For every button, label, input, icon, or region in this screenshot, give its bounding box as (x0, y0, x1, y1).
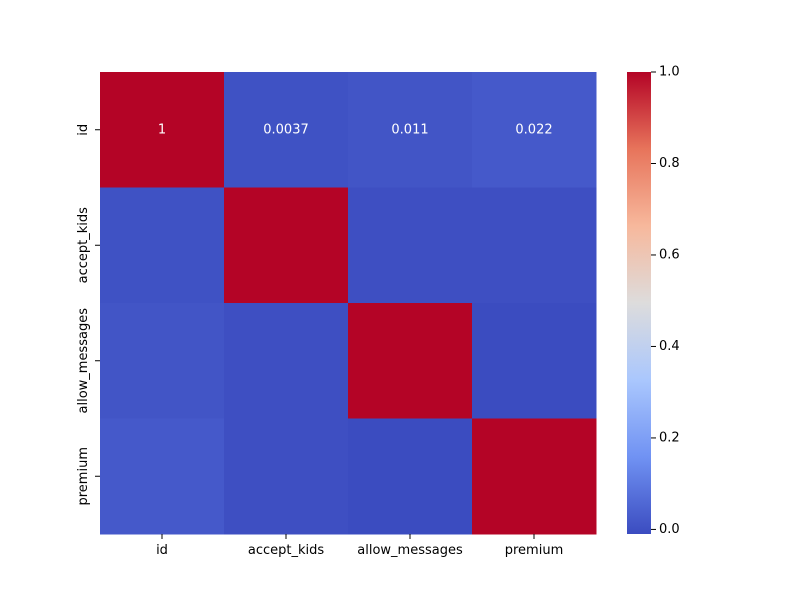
colorbar-tick-label: 1.0 (659, 65, 680, 80)
heatmap-cell-premium-id (100, 418, 225, 535)
cell-annotation: 0.022 (515, 122, 552, 137)
x-tick-label-accept-kids: accept_kids (248, 543, 325, 558)
y-tick-label-premium: premium (76, 447, 91, 506)
cell-annotation: 0.0037 (263, 122, 309, 137)
heatmap-cell-id-id (100, 72, 225, 188)
x-axis: id accept_kids allow_messages premium (156, 534, 563, 558)
colorbar-tick-label: 0.4 (659, 339, 680, 354)
heatmap-cell-premium-premium (472, 418, 597, 535)
colorbar-tick-label: 0.6 (659, 247, 680, 262)
heatmap-annotations: 1 0.0037 0.011 0.022 (158, 122, 553, 137)
heatmap-cell-allow-messages-allow-messages (348, 303, 473, 419)
heatmap-cell-accept-kids-id (100, 187, 225, 304)
heatmap-cell-accept-kids-allow-messages (348, 187, 473, 304)
x-tick-label-premium: premium (505, 543, 564, 558)
heatmap-cell-accept-kids-accept-kids (224, 187, 349, 304)
heatmap-cell-allow-messages-id (100, 303, 225, 419)
x-tick-label-allow-messages: allow_messages (357, 543, 463, 558)
y-tick-label-id: id (76, 124, 91, 136)
heatmap-cell-premium-allow-messages (348, 418, 473, 535)
colorbar-tick-label: 0.2 (659, 430, 680, 445)
cell-annotation: 0.011 (391, 122, 428, 137)
colorbar-tick-label: 0.8 (659, 156, 680, 171)
heatmap-cell-id-allow-messages (348, 72, 473, 188)
colorbar-tick-label: 0.0 (659, 522, 680, 537)
heatmap-cell-id-premium (472, 72, 597, 188)
colorbar: 0.0 0.2 0.4 0.6 0.8 1.0 (627, 65, 680, 537)
colorbar-gradient (627, 72, 651, 534)
cell-annotation: 1 (158, 122, 166, 137)
heatmap-cell-allow-messages-accept-kids (224, 303, 349, 419)
heatmap-cells (100, 72, 597, 535)
y-tick-label-accept-kids: accept_kids (76, 207, 91, 284)
x-tick-label-id: id (156, 543, 168, 558)
heatmap-cell-premium-accept-kids (224, 418, 349, 535)
heatmap-cell-id-accept-kids (224, 72, 349, 188)
y-tick-label-allow-messages: allow_messages (76, 308, 91, 414)
heatmap-cell-accept-kids-premium (472, 187, 597, 304)
heatmap-cell-allow-messages-premium (472, 303, 597, 419)
